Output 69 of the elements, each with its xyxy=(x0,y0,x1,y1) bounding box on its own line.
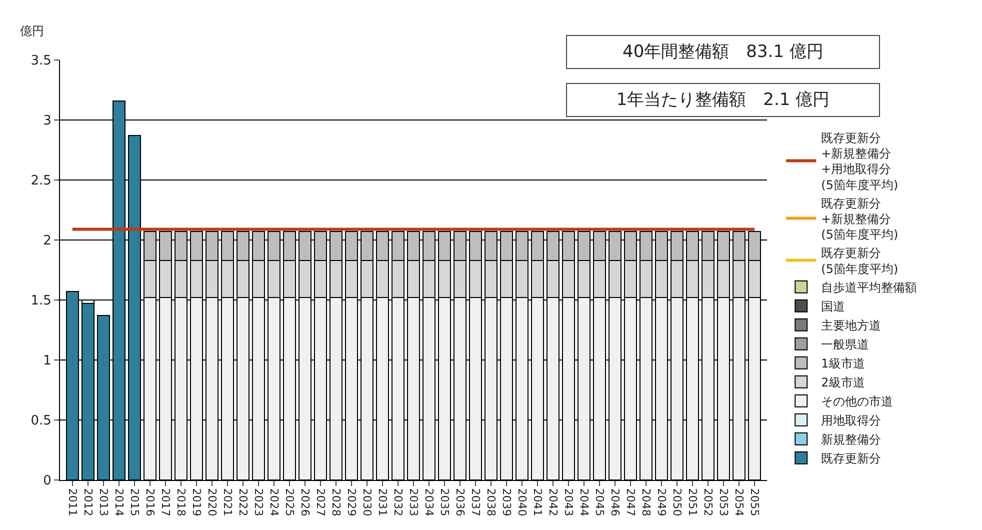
y-tick-label: 2 xyxy=(43,234,52,249)
x-tick-label: 2030 xyxy=(360,488,374,516)
x-tick-label: 2017 xyxy=(158,488,172,516)
x-tick-label: 2034 xyxy=(422,488,436,516)
x-tick-label: 2039 xyxy=(500,488,513,516)
x-tick-label: 2018 xyxy=(174,488,188,516)
x-tick-label: 2022 xyxy=(236,488,250,516)
x-tick-label: 2023 xyxy=(252,488,265,516)
x-tick-label: 2027 xyxy=(314,488,327,516)
annotation: 40年間整備額 83.1 億円 xyxy=(622,42,824,62)
x-tick-label: 2032 xyxy=(391,488,404,516)
y-tick-label: 1.5 xyxy=(30,294,52,309)
x-tick-label: 2037 xyxy=(468,488,482,516)
x-tick-label: 2040 xyxy=(515,488,528,516)
x-tick-label: 2016 xyxy=(143,488,156,516)
x-tick-label: 2031 xyxy=(376,488,389,516)
x-tick-label: 2025 xyxy=(282,488,296,516)
x-tick-label: 2043 xyxy=(562,488,575,516)
legend-label: 国道 xyxy=(821,300,846,314)
x-tick-label: 2046 xyxy=(608,488,622,516)
x-tick-label: 2048 xyxy=(639,488,652,516)
y-tick-label: 0 xyxy=(43,474,52,489)
x-tick-label: 2044 xyxy=(577,488,590,516)
x-tick-label: 2020 xyxy=(205,488,218,516)
y-tick-label: 2.5 xyxy=(30,174,52,189)
legend-label: その他の市道 xyxy=(821,394,894,409)
x-tick-label: 2015 xyxy=(128,488,141,516)
legend-label: 既存更新分 +新規整備分 (5箇年度平均) xyxy=(821,196,898,242)
y-tick-label: 0.5 xyxy=(30,414,52,429)
y-tick-label: 1 xyxy=(43,354,52,369)
y-axis-title: 億円 xyxy=(20,24,44,38)
x-tick-label: 2049 xyxy=(654,488,668,516)
legend-label: 既存更新分 (5箇年度平均) xyxy=(821,246,898,276)
x-tick-label: 2036 xyxy=(453,488,466,516)
legend-label: 1級市道 xyxy=(821,356,865,371)
x-tick-label: 2029 xyxy=(344,488,358,516)
x-tick-label: 2053 xyxy=(717,488,730,516)
x-tick-label: 2033 xyxy=(406,488,420,516)
y-tick-label: 3 xyxy=(43,114,52,129)
x-tick-label: 2054 xyxy=(732,488,746,516)
x-tick-label: 2051 xyxy=(686,488,700,516)
x-tick-label: 2055 xyxy=(748,488,762,516)
x-tick-label: 2013 xyxy=(96,488,110,516)
x-tick-label: 2045 xyxy=(592,488,606,516)
x-tick-label: 2028 xyxy=(329,488,342,516)
x-tick-label: 2035 xyxy=(438,488,451,516)
x-tick-label: 2047 xyxy=(624,488,637,516)
legend-label: 用地取得分 xyxy=(821,414,882,428)
x-tick-label: 2012 xyxy=(81,488,94,516)
legend-label: 既存更新分 xyxy=(821,452,882,466)
x-tick-label: 2042 xyxy=(546,488,560,516)
x-tick-label: 2026 xyxy=(298,488,312,516)
y-tick-label: 3.5 xyxy=(30,54,52,69)
legend-label: 新規整備分 xyxy=(821,432,882,447)
x-tick-label: 2024 xyxy=(267,488,280,516)
legend-label: 2級市道 xyxy=(821,376,865,390)
x-tick-label: 2038 xyxy=(484,488,498,516)
x-tick-label: 2050 xyxy=(670,488,684,516)
x-tick-label: 2019 xyxy=(190,488,203,516)
annotation: 1年当たり整備額 2.1 億円 xyxy=(616,90,830,110)
x-tick-label: 2041 xyxy=(530,488,544,516)
x-tick-label: 2052 xyxy=(702,488,715,516)
legend-label: 自歩道平均整備額 xyxy=(821,280,918,295)
legend-label: 既存更新分 +新規整備分 +用地取得分 (5箇年度平均) xyxy=(821,130,898,192)
x-tick-label: 2021 xyxy=(220,488,234,516)
x-tick-label: 2014 xyxy=(112,488,126,516)
legend-label: 一般県道 xyxy=(821,338,870,352)
x-tick-label: 2011 xyxy=(66,488,79,516)
legend-label: 主要地方道 xyxy=(821,318,882,333)
